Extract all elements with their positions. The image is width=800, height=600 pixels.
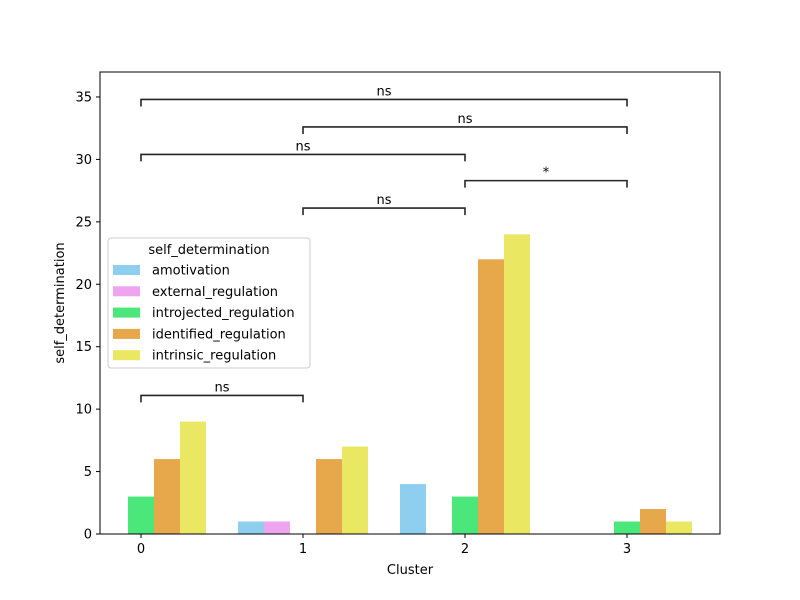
y-tick-label: 35 [75,90,92,105]
significance-bracket [140,98,628,107]
x-axis-label: Cluster [387,563,434,578]
bar-intrinsic_regulation-cluster-1 [342,446,368,534]
x-tick-label: 3 [623,542,631,557]
bar-identified_regulation-cluster-2 [478,259,504,534]
y-tick-label: 15 [75,340,92,355]
bar-introjected_regulation-cluster-0 [128,496,154,534]
significance-bracket [302,207,466,216]
legend-swatch-introjected_regulation [113,307,140,318]
y-tick-label: 20 [75,278,92,293]
significance-label: * [543,166,550,181]
legend-label-intrinsic_regulation: intrinsic_regulation [152,349,276,364]
significance-label: ns [457,112,472,127]
bars-layer [128,234,692,534]
y-tick-label: 25 [75,215,92,230]
x-tick-label: 2 [461,542,469,557]
x-tick-label: 1 [299,542,307,557]
significance-bracket [464,179,628,188]
bar-external_regulation-cluster-1 [264,521,290,534]
bar-intrinsic_regulation-cluster-3 [666,521,692,534]
bar-intrinsic_regulation-cluster-2 [504,234,530,534]
y-tick-label: 0 [84,528,92,543]
legend-label-amotivation: amotivation [152,264,230,279]
significance-brackets: ns ns * ns ns ns [140,84,628,403]
legend-label-identified_regulation: identified_regulation [152,327,286,342]
y-tick-label: 10 [75,403,92,418]
y-tick-label: 30 [75,153,92,168]
plot-frame [99,71,721,535]
significance-label: ns [214,380,229,395]
legend: self_determination amotivation external_r… [107,237,311,369]
bar-identified_regulation-cluster-1 [316,459,342,534]
bar-identified_regulation-cluster-0 [154,459,180,534]
legend-label-external_regulation: external_regulation [152,285,278,300]
significance-bracket [302,126,628,134]
legend-swatch-external_regulation [113,286,140,297]
legend-label-introjected_regulation: introjected_regulation [152,306,295,321]
significance-bracket [140,153,466,162]
legend-title: self_determination [148,243,269,258]
bar-introjected_regulation-cluster-2 [452,496,478,534]
legend-swatch-amotivation [113,265,140,275]
y-tick-label: 5 [84,465,92,480]
bar-intrinsic_regulation-cluster-0 [180,421,206,534]
bar-identified_regulation-cluster-3 [640,509,666,534]
y-axis: 0 5 10 15 20 25 30 35 [75,90,100,543]
significance-label: ns [376,193,391,208]
legend-swatch-intrinsic_regulation [113,350,140,361]
significance-label: ns [295,139,310,154]
significance-bracket [140,394,304,403]
x-axis: 0 1 2 3 [137,534,631,557]
bar-amotivation-cluster-1 [238,521,264,534]
bar-amotivation-cluster-2 [400,484,426,534]
x-tick-label: 0 [137,542,145,557]
legend-swatch-identified_regulation [113,328,140,339]
bar-introjected_regulation-cluster-3 [614,521,640,534]
legend-box [107,237,311,369]
significance-label: ns [376,84,391,99]
y-axis-label: self_determination [53,242,68,363]
